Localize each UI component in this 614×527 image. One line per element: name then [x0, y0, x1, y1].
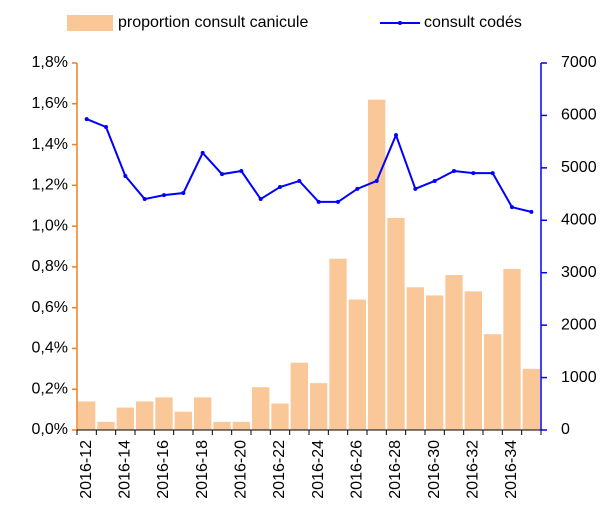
bar [252, 387, 270, 430]
bar [387, 217, 405, 430]
y-tick-label: 1,8% [32, 54, 68, 71]
bar [174, 411, 192, 430]
y2-tick-label: 7000 [561, 54, 597, 71]
y-tick-label: 1,0% [32, 217, 68, 234]
bar [116, 407, 134, 430]
line-point [374, 178, 379, 183]
line-point [452, 169, 456, 174]
y-tick-label: 1,2% [32, 177, 68, 194]
x-tick-label: 2016-30 [426, 440, 443, 499]
line-point [316, 199, 321, 204]
line-point [394, 133, 398, 138]
y2-tick-label: 3000 [561, 264, 597, 281]
y-tick-label: 0,8% [32, 258, 68, 275]
bar [155, 397, 173, 430]
bar [503, 268, 521, 430]
x-tick-label: 2016-12 [78, 440, 95, 499]
line-point [471, 171, 476, 176]
bar [426, 295, 444, 430]
line-point [84, 117, 89, 122]
x-tick-label: 2016-26 [349, 440, 366, 499]
line-point [490, 171, 495, 176]
x-tick-label: 2016-18 [194, 440, 211, 499]
legend-label: proportion consult canicule [118, 14, 308, 31]
bar [368, 99, 386, 430]
y-tick-label: 0,2% [32, 380, 68, 397]
line-point [258, 197, 263, 202]
x-tick-label: 2016-34 [503, 440, 520, 499]
bar [329, 258, 347, 430]
x-tick-label: 2016-16 [155, 440, 172, 499]
bar [194, 397, 212, 430]
x-tick-label: 2016-28 [387, 440, 404, 499]
line-point [336, 199, 340, 204]
y2-tick-label: 5000 [561, 159, 597, 176]
y2-tick-label: 2000 [561, 316, 597, 333]
y-tick-label: 0,0% [32, 421, 68, 438]
y2-tick-label: 0 [561, 421, 570, 438]
line-point [297, 178, 302, 183]
line-point [529, 209, 534, 214]
line-point [220, 172, 224, 177]
line [86, 118, 532, 213]
bar [213, 421, 231, 430]
x-tick-label: 2016-22 [271, 440, 288, 499]
y-tick-label: 0,6% [32, 299, 68, 316]
bar [97, 421, 115, 430]
line-point [104, 124, 108, 129]
bar [290, 362, 308, 430]
bar [445, 275, 463, 430]
x-tick-label: 2016-24 [310, 440, 327, 499]
x-tick-label: 2016-32 [465, 440, 482, 499]
line-point [162, 193, 166, 198]
line-point [142, 197, 147, 202]
line-point [123, 173, 128, 178]
bar [522, 368, 540, 430]
line-point [355, 186, 360, 191]
line-point [181, 191, 186, 196]
bar [271, 403, 289, 430]
line-point [239, 169, 244, 174]
legend-swatch [67, 15, 113, 31]
bar [484, 334, 502, 430]
bar [348, 299, 366, 430]
x-tick-label: 2016-20 [233, 440, 250, 499]
y2-tick-label: 1000 [561, 369, 597, 386]
y-tick-label: 1,6% [32, 95, 68, 112]
bar [232, 421, 250, 430]
bar [406, 287, 424, 430]
line-point [413, 186, 418, 191]
bar [78, 401, 96, 430]
bar [310, 383, 328, 430]
bar [464, 291, 482, 430]
line-point [432, 178, 437, 183]
y2-tick-label: 6000 [561, 107, 597, 124]
line-point [278, 184, 282, 189]
legend-marker [398, 21, 402, 25]
y-tick-label: 1,4% [32, 136, 68, 153]
line-point [200, 150, 205, 155]
y-tick-label: 0,4% [32, 340, 68, 357]
x-tick-label: 2016-14 [117, 440, 134, 499]
line-point [510, 205, 514, 210]
y2-tick-label: 4000 [561, 212, 597, 229]
bar [136, 401, 154, 430]
legend-label: consult codés [424, 14, 522, 31]
